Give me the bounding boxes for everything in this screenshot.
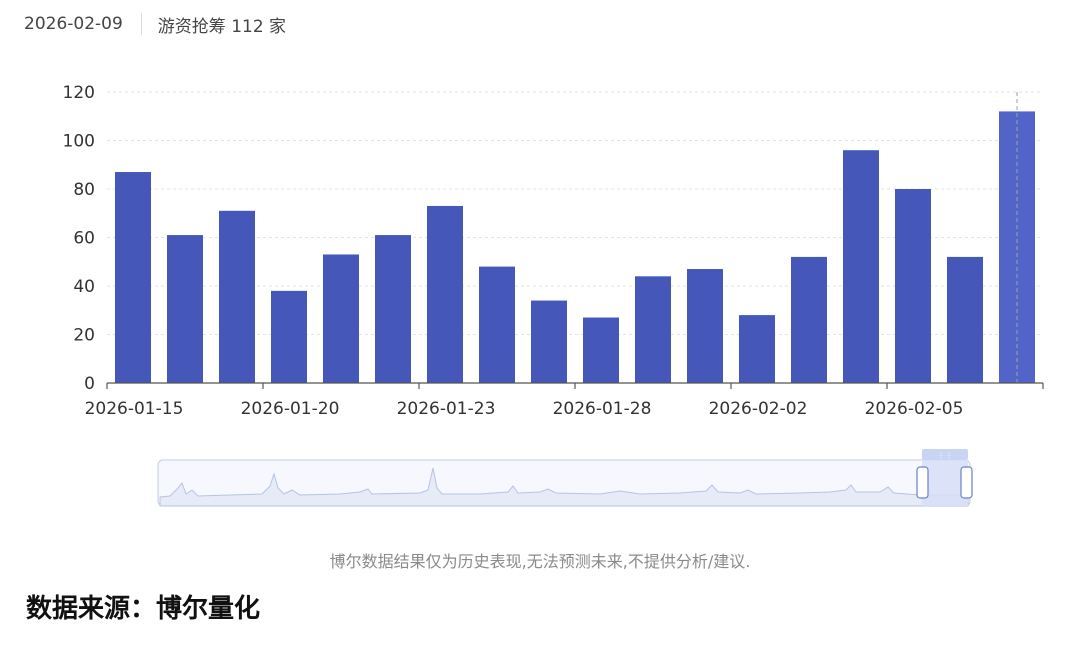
bars[interactable] bbox=[115, 92, 1035, 384]
bar-2026-01-26[interactable] bbox=[479, 266, 515, 383]
slider-move-handle[interactable] bbox=[922, 449, 968, 460]
bar-2026-01-21[interactable] bbox=[323, 254, 359, 383]
data-source-label: 数据来源：博尔量化 bbox=[26, 594, 261, 624]
y-tick-label: 40 bbox=[73, 277, 95, 297]
bar-2026-01-28[interactable] bbox=[583, 317, 619, 383]
bar-2026-01-29[interactable] bbox=[635, 276, 671, 383]
x-tick-label: 2026-01-15 bbox=[85, 399, 184, 419]
x-axis: 2026-01-15 2026-01-20 2026-01-23 2026-01-28… bbox=[85, 382, 1044, 419]
bar-2026-01-27[interactable] bbox=[531, 300, 567, 383]
bar-2026-02-06[interactable] bbox=[947, 256, 983, 383]
bar-2026-01-22[interactable] bbox=[375, 235, 411, 383]
header-divider bbox=[140, 13, 142, 35]
x-tick-label: 2026-01-23 bbox=[397, 399, 496, 419]
bar-2026-01-20[interactable] bbox=[271, 290, 307, 383]
bar-2026-01-15[interactable] bbox=[115, 172, 151, 383]
bar-2026-02-05[interactable] bbox=[895, 189, 931, 383]
y-tick-label: 120 bbox=[63, 83, 95, 103]
bar-2026-01-30[interactable] bbox=[687, 269, 723, 383]
disclaimer-text: 博尔数据结果仅为历史表现,无法预测未来,不提供分析/建议. bbox=[329, 552, 751, 571]
x-tick-label: 2026-01-20 bbox=[241, 399, 340, 419]
y-tick-label: 20 bbox=[73, 326, 95, 346]
slider-selected-window[interactable] bbox=[922, 460, 968, 506]
y-axis: 0 20 40 60 80 100 120 bbox=[63, 83, 95, 394]
x-tick-label: 2026-01-28 bbox=[553, 399, 652, 419]
grid-lines bbox=[107, 91, 1043, 335]
chart-header: 2026-02-09 游资抢筹 112 家 bbox=[24, 10, 286, 38]
slider-left-handle[interactable] bbox=[916, 466, 929, 499]
x-tick-label: 2026-02-05 bbox=[865, 399, 964, 419]
y-tick-label: 60 bbox=[73, 229, 95, 249]
bar-2026-01-19[interactable] bbox=[219, 210, 255, 383]
slider-grip-icon: ⋮⋮ bbox=[937, 451, 953, 460]
bar-2026-02-02[interactable] bbox=[739, 315, 775, 383]
header-summary: 游资抢筹 112 家 bbox=[157, 16, 287, 37]
y-tick-label: 0 bbox=[84, 374, 95, 394]
bar-2026-01-16[interactable] bbox=[167, 235, 203, 383]
slider-preview-area bbox=[159, 467, 969, 507]
y-tick-label: 100 bbox=[63, 132, 95, 152]
data-zoom-slider[interactable]: ⋮⋮ bbox=[157, 449, 973, 507]
x-tick-label: 2026-02-02 bbox=[709, 399, 808, 419]
header-date: 2026-02-09 bbox=[24, 14, 123, 34]
y-tick-label: 80 bbox=[73, 180, 95, 200]
slider-right-handle[interactable] bbox=[960, 466, 973, 499]
bar-2026-01-23[interactable] bbox=[427, 205, 463, 383]
bar-2026-02-04[interactable] bbox=[843, 150, 879, 383]
bar-2026-02-03[interactable] bbox=[791, 256, 827, 383]
